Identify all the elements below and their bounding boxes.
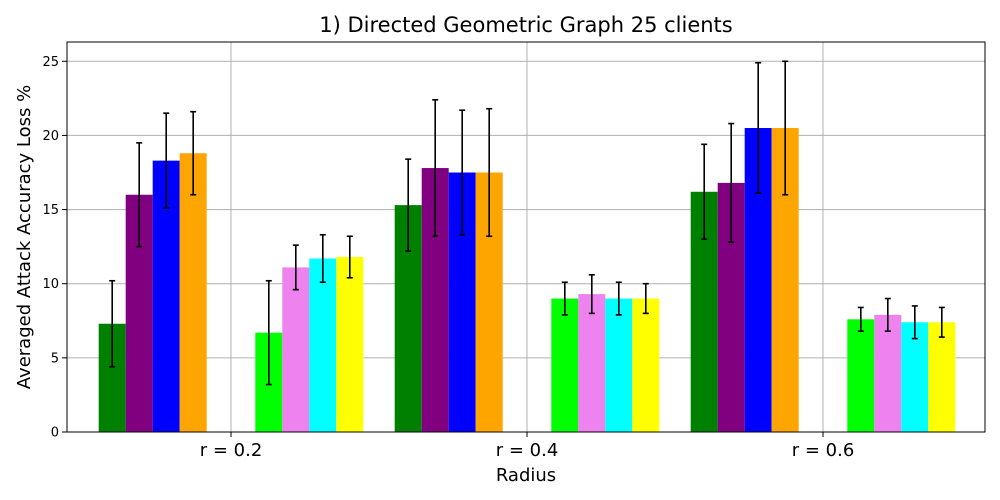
y-tick-label: 0 [51,426,59,441]
error-bars [109,60,945,386]
bar [551,298,579,432]
x-tick-label: r = 0.6 [792,440,855,461]
bar [928,322,956,432]
bar [605,298,633,432]
plot-frame [66,41,986,433]
bar [874,314,902,432]
bar [847,319,875,432]
x-ticks: r = 0.2 r = 0.4 r = 0.6 [200,432,855,461]
x-axis-label: Radius [496,465,556,486]
bar [901,322,929,432]
y-tick-label: 10 [42,277,59,292]
bar [282,267,310,432]
y-tick-label: 25 [42,55,59,70]
bar [309,258,337,432]
y-ticks: 0 5 10 15 20 25 [42,55,67,441]
x-tick-label: r = 0.2 [200,440,263,461]
y-tick-label: 5 [51,351,59,366]
x-tick-label: r = 0.4 [496,440,559,461]
y-tick-label: 15 [42,203,59,218]
bar [632,298,660,432]
chart-title: 1) Directed Geometric Graph 25 clients [319,13,732,37]
bar [179,153,207,432]
bar [578,294,606,432]
y-axis-label: Averaged Attack Accuracy Loss % [14,85,35,389]
bar [336,257,364,432]
y-tick-label: 20 [42,129,59,144]
bars [98,128,956,433]
